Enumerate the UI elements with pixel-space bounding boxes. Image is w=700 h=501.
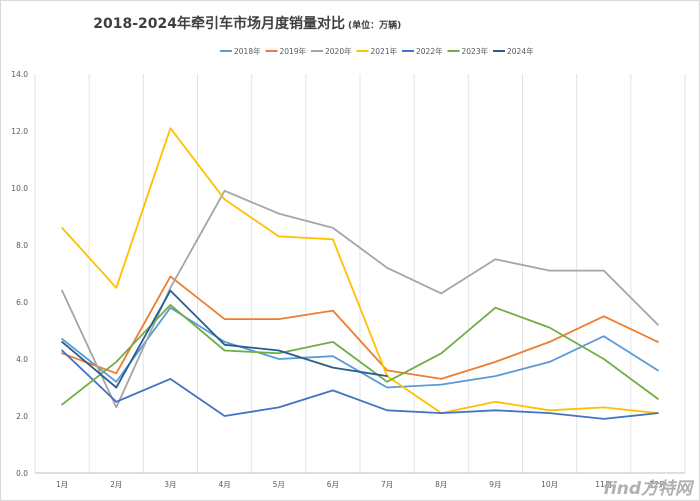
legend-item: 2023年 — [447, 46, 489, 56]
x-tick-label: 9月 — [489, 480, 501, 489]
legend-label: 2019年 — [280, 46, 307, 56]
series-line — [61, 275, 659, 380]
chart-series — [61, 127, 659, 420]
y-tick-label: 8.0 — [16, 241, 28, 250]
x-tick-label: 10月 — [541, 480, 558, 489]
legend-label: 2021年 — [371, 46, 398, 56]
legend-label: 2020年 — [325, 46, 352, 56]
y-tick-label: 0.0 — [16, 469, 28, 478]
chart-legend: 2018年 2019年 2020年 2021年 2022年 2023年 2024年 — [220, 46, 534, 56]
x-tick-label: 5月 — [273, 480, 285, 489]
chart-axes: 0.0 2.0 4.0 6.0 8.0 10.0 12.0 14.0 1月 2月 3月 4月 5月 6月 7… — [11, 70, 685, 489]
series-line — [61, 289, 389, 389]
legend-item: 2021年 — [356, 46, 398, 56]
x-tick-label: 4月 — [218, 480, 230, 489]
x-tick-label: 12月 — [649, 480, 666, 489]
y-tick-label: 12.0 — [11, 127, 28, 136]
legend-item: 2020年 — [311, 46, 352, 56]
legend-item: 2019年 — [265, 46, 307, 56]
x-tick-label: 2月 — [110, 480, 122, 489]
x-tick-label: 11月 — [595, 480, 612, 489]
legend-item: 2024年 — [493, 46, 534, 56]
legend-label: 2024年 — [507, 46, 534, 56]
y-tick-label: 14.0 — [11, 70, 28, 79]
y-tick-label: 10.0 — [11, 184, 28, 193]
series-line — [61, 349, 659, 420]
x-tick-label: 6月 — [327, 480, 339, 489]
x-tick-label: 3月 — [164, 480, 176, 489]
chart-title: 2018-2024年牵引车市场月度销量对比 (单位：万辆) — [93, 15, 401, 32]
y-tick-label: 4.0 — [16, 355, 28, 364]
legend-item: 2022年 — [402, 46, 443, 56]
x-tick-label: 7月 — [381, 480, 393, 489]
chart-title-unit: (单位：万辆) — [348, 19, 401, 31]
series-line — [61, 303, 659, 406]
legend-item: 2018年 — [220, 46, 261, 56]
legend-label: 2022年 — [416, 46, 443, 56]
y-tick-label: 2.0 — [16, 412, 28, 421]
x-tick-label: 1月 — [56, 480, 68, 489]
legend-label: 2018年 — [234, 46, 261, 56]
x-tick-label: 8月 — [435, 480, 447, 489]
legend-label: 2023年 — [462, 46, 489, 56]
series-line — [61, 127, 659, 415]
watermark-text: find方特网 — [603, 479, 695, 499]
chart-gridlines — [34, 74, 686, 473]
chart-title-text: 2018-2024年牵引车市场月度销量对比 — [93, 15, 345, 32]
y-tick-label: 6.0 — [16, 298, 28, 307]
